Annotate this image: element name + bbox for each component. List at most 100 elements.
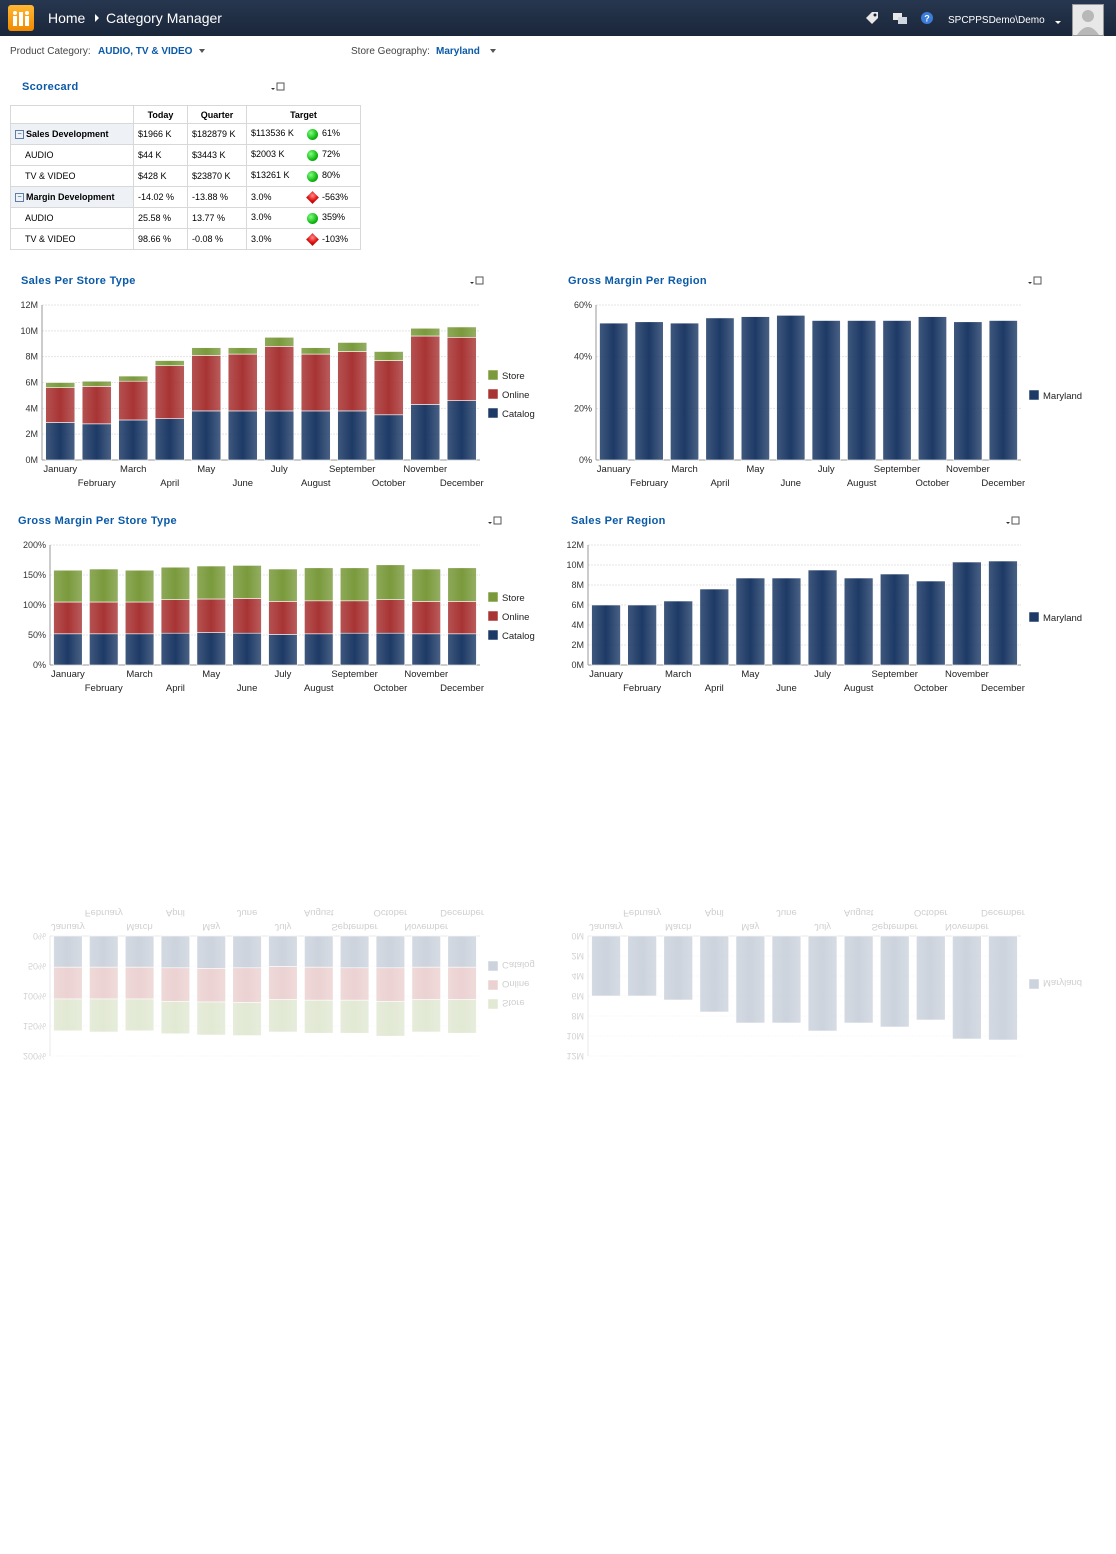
- bar-online[interactable]: [227, 353, 258, 412]
- bar-online[interactable]: [154, 365, 185, 419]
- bar-maryland[interactable]: [807, 935, 838, 1032]
- bar-store[interactable]: [154, 360, 185, 367]
- gross-margin-per-region-menu-icon[interactable]: [1028, 276, 1042, 286]
- share-icon[interactable]: [892, 10, 908, 26]
- bar-online[interactable]: [411, 966, 441, 1000]
- bar-maryland[interactable]: [735, 577, 766, 666]
- bar-store[interactable]: [45, 382, 76, 388]
- bar-maryland[interactable]: [916, 935, 946, 1021]
- bar-online[interactable]: [232, 598, 262, 634]
- bar-maryland[interactable]: [627, 935, 657, 997]
- bar-store[interactable]: [375, 564, 406, 600]
- bar-online[interactable]: [411, 601, 441, 635]
- bar-store[interactable]: [53, 569, 83, 603]
- bar-online[interactable]: [118, 380, 149, 421]
- bar-catalog[interactable]: [268, 935, 298, 967]
- bar-online[interactable]: [264, 346, 295, 412]
- bar-online[interactable]: [337, 351, 368, 412]
- bar-catalog[interactable]: [89, 935, 119, 968]
- bar-store[interactable]: [196, 1001, 226, 1036]
- bar-maryland[interactable]: [811, 320, 841, 461]
- bar-maryland[interactable]: [847, 320, 877, 461]
- bar-online[interactable]: [232, 967, 262, 1003]
- bar-maryland[interactable]: [663, 600, 693, 666]
- product-category-dropdown-icon[interactable]: [199, 49, 205, 53]
- bar-catalog[interactable]: [304, 935, 334, 968]
- bar-maryland[interactable]: [699, 935, 730, 1013]
- bar-maryland[interactable]: [663, 935, 693, 1001]
- bar-store[interactable]: [446, 326, 477, 338]
- bar-maryland[interactable]: [953, 321, 983, 461]
- bar-maryland[interactable]: [627, 604, 657, 666]
- bar-online[interactable]: [196, 598, 226, 633]
- bar-maryland[interactable]: [599, 322, 629, 461]
- bar-catalog[interactable]: [53, 633, 83, 666]
- bar-catalog[interactable]: [45, 422, 76, 461]
- scorecard-row-label[interactable]: − Margin Development: [10, 186, 134, 208]
- bar-online[interactable]: [53, 966, 83, 1000]
- bar-catalog[interactable]: [81, 423, 112, 461]
- bar-catalog[interactable]: [124, 935, 155, 968]
- bar-catalog[interactable]: [160, 935, 191, 969]
- bar-online[interactable]: [339, 600, 370, 634]
- bar-store[interactable]: [196, 565, 226, 600]
- scorecard-row-label[interactable]: − Sales Development: [10, 123, 134, 145]
- bar-catalog[interactable]: [227, 410, 258, 461]
- bar-online[interactable]: [304, 966, 334, 1001]
- bar-store[interactable]: [191, 347, 222, 356]
- bar-store[interactable]: [339, 999, 370, 1034]
- bar-maryland[interactable]: [699, 588, 730, 666]
- bar-maryland[interactable]: [807, 569, 838, 666]
- bar-maryland[interactable]: [917, 316, 947, 461]
- bar-online[interactable]: [160, 599, 191, 634]
- sales-per-store-type-menu-icon[interactable]: [470, 276, 484, 286]
- bar-catalog[interactable]: [411, 935, 441, 968]
- bar-store[interactable]: [375, 1001, 406, 1037]
- app-logo-icon[interactable]: [8, 5, 34, 31]
- bar-catalog[interactable]: [118, 419, 149, 461]
- bar-maryland[interactable]: [843, 577, 874, 666]
- bar-online[interactable]: [447, 966, 477, 1000]
- sales-per-region-menu-icon[interactable]: [1006, 516, 1020, 526]
- bar-store[interactable]: [160, 566, 191, 600]
- user-menu[interactable]: SPCPPSDemo\Demo: [948, 15, 1045, 26]
- bar-store[interactable]: [411, 568, 441, 602]
- bar-store[interactable]: [410, 327, 441, 337]
- bar-online[interactable]: [268, 966, 298, 1000]
- bar-maryland[interactable]: [705, 317, 735, 461]
- bar-maryland[interactable]: [740, 316, 770, 461]
- bar-catalog[interactable]: [447, 633, 477, 666]
- bar-catalog[interactable]: [411, 633, 441, 666]
- user-menu-caret-icon[interactable]: [1055, 21, 1061, 24]
- bar-store[interactable]: [232, 565, 262, 599]
- bar-maryland[interactable]: [988, 560, 1018, 666]
- collapse-icon[interactable]: −: [15, 193, 24, 203]
- bar-store[interactable]: [53, 998, 83, 1032]
- bar-store[interactable]: [447, 567, 477, 602]
- bar-catalog[interactable]: [375, 632, 406, 666]
- bar-store[interactable]: [268, 568, 298, 602]
- bar-store[interactable]: [304, 999, 334, 1034]
- bar-maryland[interactable]: [988, 935, 1018, 1041]
- bar-catalog[interactable]: [268, 634, 298, 666]
- bar-online[interactable]: [447, 601, 477, 635]
- avatar[interactable]: [1072, 4, 1104, 36]
- bar-online[interactable]: [45, 387, 76, 423]
- bar-maryland[interactable]: [735, 935, 766, 1024]
- bar-maryland[interactable]: [952, 935, 982, 1040]
- bar-maryland[interactable]: [771, 577, 802, 666]
- bar-store[interactable]: [89, 998, 119, 1033]
- bar-online[interactable]: [373, 360, 404, 416]
- bar-online[interactable]: [124, 601, 155, 635]
- product-category-select[interactable]: AUDIO, TV & VIDEO: [98, 46, 193, 57]
- bar-catalog[interactable]: [124, 633, 155, 666]
- bar-online[interactable]: [446, 336, 477, 401]
- bar-maryland[interactable]: [591, 935, 621, 997]
- bar-store[interactable]: [268, 999, 298, 1033]
- bar-maryland[interactable]: [776, 315, 806, 461]
- bar-catalog[interactable]: [160, 632, 191, 666]
- help-icon[interactable]: ?: [919, 10, 935, 26]
- bar-maryland[interactable]: [916, 580, 946, 666]
- bar-store[interactable]: [227, 347, 258, 355]
- bar-catalog[interactable]: [300, 410, 331, 461]
